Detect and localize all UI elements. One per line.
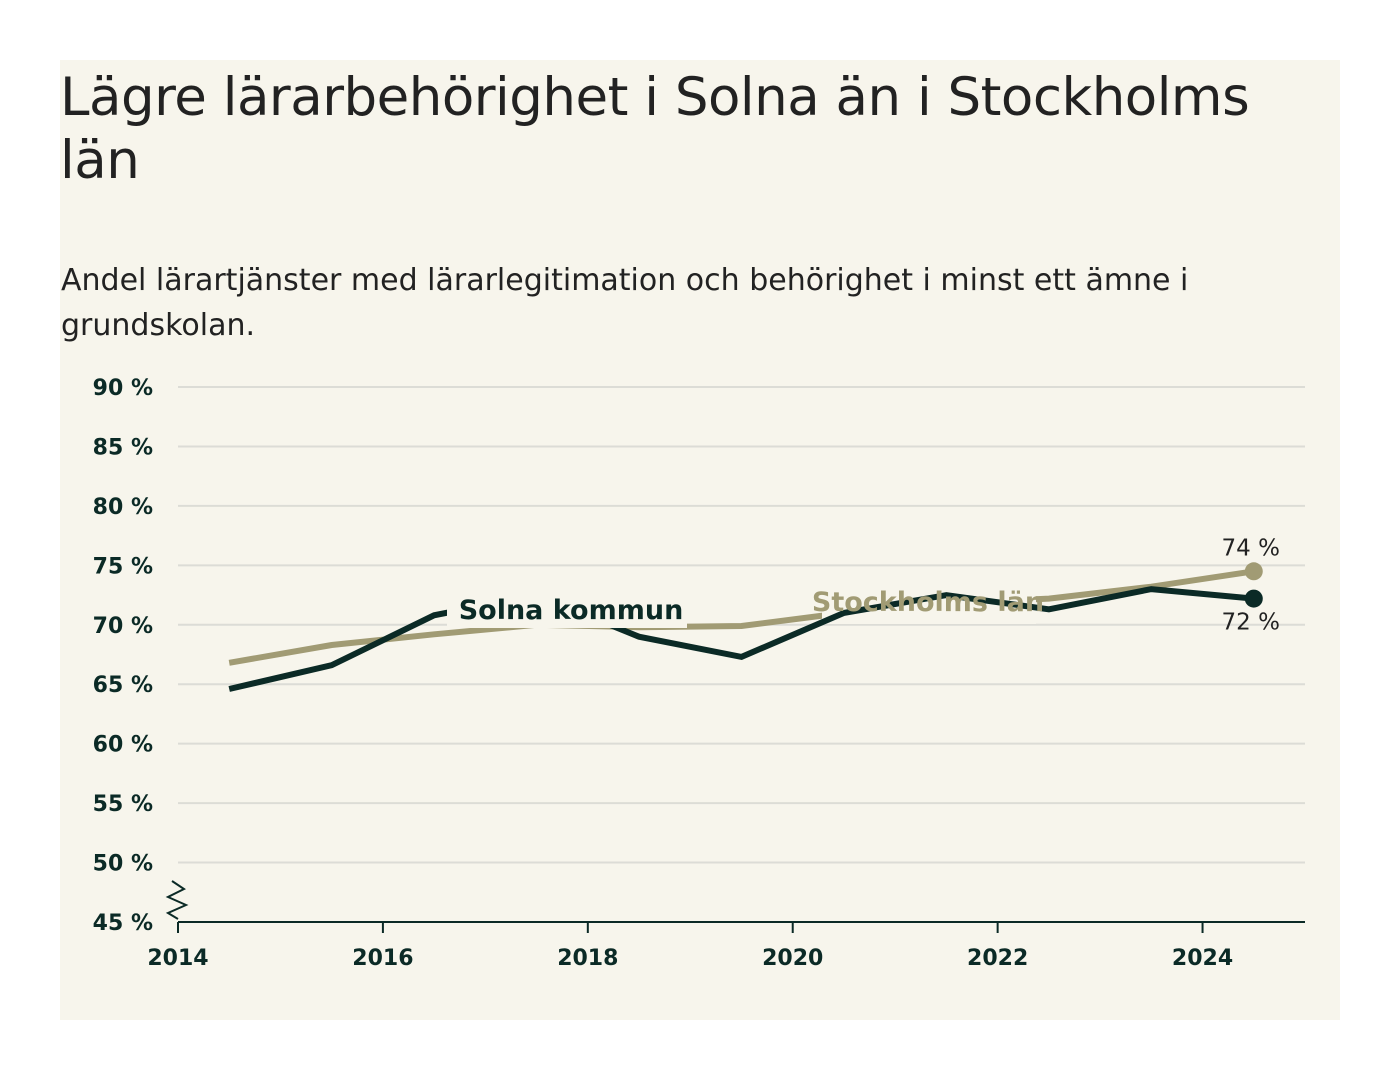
stockholm-end-value-label: 74 % [1222, 535, 1280, 561]
chart-panel [60, 60, 1340, 1020]
stockholm-line [228, 568, 1255, 666]
y-tick-label: 45 % [93, 911, 153, 936]
y-tick-label: 75 % [93, 554, 153, 579]
y-tick-label: 60 % [93, 733, 153, 758]
stockholm-series-label: Stockholms län [812, 587, 1044, 618]
y-tick-label: 65 % [93, 673, 153, 698]
x-tick-label: 2018 [557, 946, 618, 971]
x-tick-label: 2014 [147, 946, 208, 971]
y-tick-label: 55 % [93, 792, 153, 817]
solna-end-value-label: 72 % [1222, 610, 1280, 636]
chart-subtitle: Andel lärartjänster med lärarlegitimatio… [61, 263, 1189, 343]
series-lines [228, 562, 1263, 692]
y-tick-label: 80 % [93, 495, 153, 520]
x-tick-label: 2022 [967, 946, 1028, 971]
y-tick-label: 85 % [93, 435, 153, 460]
y-tick-label: 70 % [93, 614, 153, 639]
axis-break-icon [165, 880, 189, 920]
series-labels: Solna kommun Stockholms län 74 % 72 % [459, 535, 1280, 635]
solna-series-label: Solna kommun [459, 595, 684, 626]
gridlines [178, 386, 1305, 864]
solna-end-marker [1244, 589, 1263, 608]
x-axis: 2014 2016 2018 2020 2022 2024 [147, 880, 1305, 971]
y-tick-label: 50 % [93, 852, 153, 877]
x-tick-label: 2016 [352, 946, 413, 971]
stockholm-end-marker [1244, 562, 1263, 581]
solna-line [228, 586, 1255, 692]
chart-title: Lägre lärarbehörighet i Solna än i Stock… [60, 67, 1250, 191]
x-tick-label: 2024 [1172, 946, 1233, 971]
x-tick-label: 2020 [762, 946, 823, 971]
solna-label-knockout [447, 588, 687, 628]
y-tick-label: 90 % [93, 376, 153, 401]
y-axis-ticks: 45 % 50 % 55 % 60 % 65 % 70 % 75 % 80 % 85 % 90 % [93, 376, 153, 936]
